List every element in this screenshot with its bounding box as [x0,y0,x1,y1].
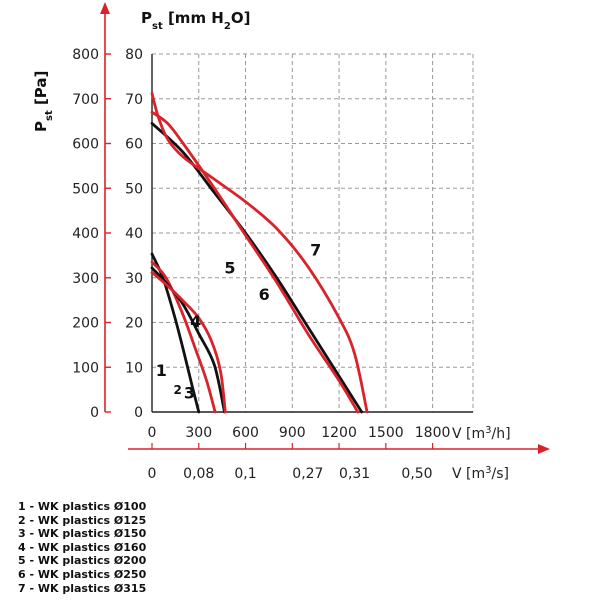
mm-tick-label: 60 [125,137,143,153]
y-axis-mm-title: Pst [mm H2O] [141,9,250,32]
pa-tick-label: 800 [72,47,99,63]
m3s-tick-label: 0,27 [292,466,323,482]
curve-label-2: 2 [174,383,182,397]
legend-item: 5 - WK plastics Ø200 [18,554,147,568]
m3h-tick-label: 0 [148,425,157,441]
chart-curves [150,92,369,414]
mm-tick-label: 0 [134,405,143,421]
x-axis-m3h-title: V [m3/h] [452,425,511,443]
pa-tick-label: 0 [90,405,99,421]
mm-tick-label: 50 [125,181,143,197]
m3s-tick-label: 0,1 [234,466,256,482]
y-axis-pa-arrowhead [100,2,110,14]
x-axis-m3h-arrowhead [538,444,550,454]
legend-item: 1 - WK plastics Ø100 [18,500,147,513]
y-axis-pa-title: Pst [Pa] [32,71,55,132]
legend-item: 3 - WK plastics Ø150 [18,527,147,541]
mm-tick-label: 70 [125,92,143,108]
m3s-tick-label: 0,50 [401,466,432,482]
legend-item: 6 - WK plastics Ø250 [18,567,147,581]
pa-tick-label: 200 [72,316,99,332]
m3s-tick-label: 0 [148,466,157,482]
pa-tick-label: 300 [72,271,99,287]
chart-legend: 1 - WK plastics Ø100 2 - WK plastics Ø125… [18,500,146,595]
m3h-tick-label: 900 [279,425,306,441]
m3h-tick-label: 600 [232,425,259,441]
mm-tick-label: 40 [125,226,143,242]
x-axis-m3s-title: V [m3/s] [452,465,509,483]
curve-4 [150,271,227,414]
curve-5 [150,122,364,414]
m3h-tick-label: 300 [185,425,212,441]
m3h-tick-label: 1200 [321,425,357,441]
m3s-tick-label: 0,31 [339,466,370,482]
mm-tick-label: 30 [125,271,143,287]
mm-tick-label: 20 [125,316,143,332]
curve-6 [150,110,360,414]
pa-tick-label: 500 [72,181,99,197]
pa-tick-label: 600 [72,137,99,153]
legend-item: 7 - WK plastics Ø315 [18,581,147,595]
chart-ticks: 0100200300400500600700800010203040506070… [72,47,450,482]
pa-tick-label: 400 [72,226,99,242]
chart-axis-titles: Pst [Pa] Pst [mm H2O] V [m3/h] V [m3/s] [32,9,511,482]
curve-7 [150,92,369,414]
legend-item: 4 - WK plastics Ø160 [18,540,147,554]
curve-label-6: 6 [259,285,270,304]
mm-tick-label: 10 [125,360,143,376]
legend-item: 2 - WK plastics Ø125 [18,513,147,527]
curve-2 [150,260,217,414]
chart-curve-labels: 12 3 4 5 6 7 [156,240,321,402]
m3s-tick-label: 0,08 [183,466,214,482]
curve-label-1: 1 [156,361,167,380]
mm-tick-label: 80 [125,47,143,63]
m3h-tick-label: 1800 [415,425,451,441]
curve-label-7: 7 [310,240,321,259]
curve-label-4: 4 [190,312,201,331]
chart-axes [100,2,550,454]
curve-1 [150,252,201,414]
pa-tick-label: 100 [72,360,99,376]
chart-grid [152,53,474,412]
curve-label-5: 5 [224,258,235,277]
m3h-tick-label: 1500 [368,425,404,441]
pa-tick-label: 700 [72,92,99,108]
curve-label-3: 3 [184,384,195,403]
